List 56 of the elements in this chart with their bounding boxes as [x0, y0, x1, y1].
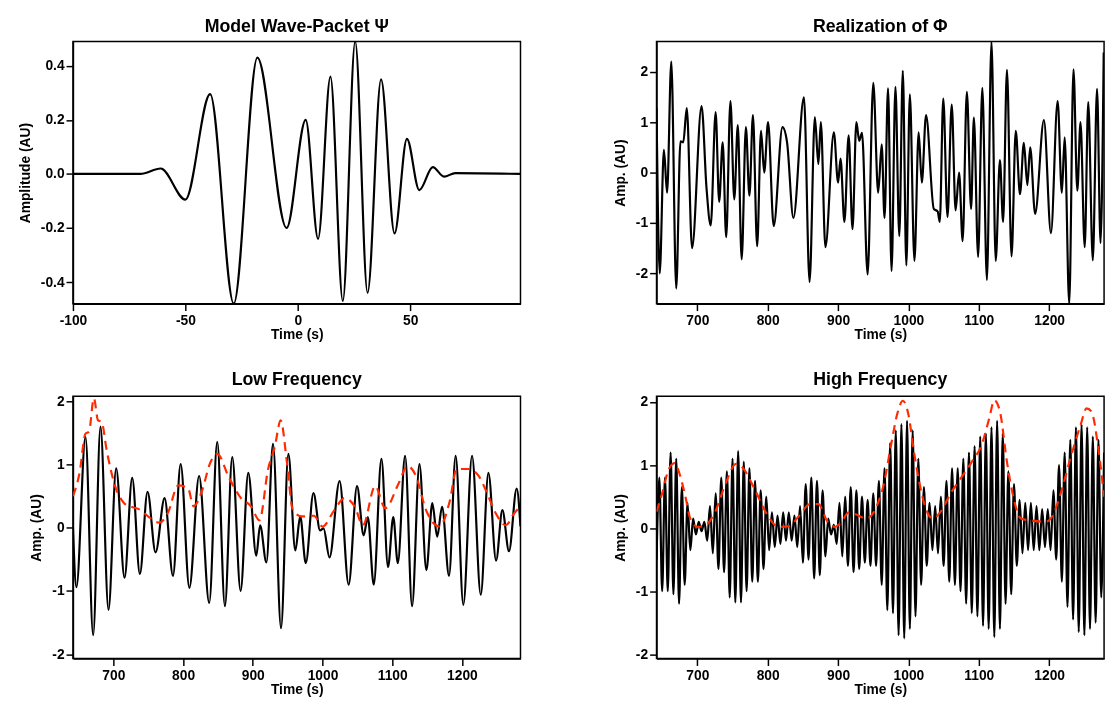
- x-tick-label: 700: [686, 312, 710, 328]
- y-tick-label: -2: [635, 646, 649, 662]
- x-tick-label: 800: [756, 312, 781, 328]
- x-tick-label: 1200: [447, 667, 479, 683]
- x-tick-label: 1100: [964, 667, 995, 683]
- x-tick-label: 800: [756, 667, 781, 683]
- y-tick-label: 0.2: [45, 112, 65, 128]
- y-tick-label: 0: [56, 520, 65, 536]
- x-tick-label: 800: [172, 667, 196, 683]
- y-tick-label: 0.4: [45, 58, 65, 74]
- x-tick-label: 1000: [307, 667, 339, 683]
- x-tick-label: -100: [59, 312, 88, 328]
- y-axis-title: Amplitude (AU): [17, 122, 33, 224]
- x-tick-label: 900: [241, 667, 266, 683]
- y-axis-title: Amp. (AU): [29, 494, 45, 562]
- chart-title: High Frequency: [813, 369, 948, 390]
- x-axis-title: Time (s): [854, 681, 908, 697]
- x-tick-label: 700: [102, 667, 126, 683]
- x-axis-title: Time (s): [854, 326, 908, 342]
- y-tick-label: 0: [640, 520, 649, 536]
- x-tick-label: 700: [686, 667, 710, 683]
- y-tick-label: 0.0: [45, 166, 65, 182]
- y-axis-title: Amp. (AU): [613, 494, 629, 562]
- y-tick-label: -2: [635, 265, 649, 281]
- y-tick-label: 1: [56, 457, 65, 473]
- y-tick-label: -0.4: [40, 274, 65, 290]
- x-axis-title: Time (s): [270, 681, 324, 697]
- x-tick-label: 50: [403, 312, 419, 328]
- x-tick-label: 0: [294, 312, 303, 328]
- x-tick-label: -50: [175, 312, 197, 328]
- x-tick-label: 900: [827, 312, 851, 328]
- y-tick-label: 2: [640, 64, 649, 80]
- y-tick-label: -2: [52, 646, 65, 662]
- y-tick-label: -1: [635, 215, 649, 231]
- y-tick-label: -1: [635, 583, 649, 599]
- chart-title: Realization of Φ: [812, 15, 949, 36]
- x-tick-label: 1100: [964, 312, 995, 328]
- y-tick-label: 1: [640, 457, 649, 473]
- x-tick-label: 900: [827, 667, 851, 683]
- x-axis-title: Time (s): [270, 326, 324, 342]
- x-tick-label: 1000: [893, 667, 925, 683]
- y-tick-label: 0: [640, 165, 649, 181]
- y-axis-title: Amp. (AU): [613, 139, 629, 207]
- y-tick-label: 2: [640, 394, 649, 410]
- x-tick-label: 1200: [1034, 312, 1066, 328]
- chart-title: Model Wave-Packet Ψ: [204, 15, 389, 36]
- x-tick-label: 1000: [893, 312, 925, 328]
- x-tick-label: 1100: [377, 667, 409, 683]
- line-series: [72, 397, 521, 528]
- y-tick-label: 2: [56, 393, 65, 409]
- y-tick-label: 1: [640, 114, 649, 130]
- x-tick-label: 1200: [1034, 667, 1066, 683]
- y-tick-label: -1: [52, 583, 65, 599]
- y-tick-label: -0.2: [40, 220, 65, 236]
- chart-title: Low Frequency: [231, 368, 362, 389]
- line-series: [656, 399, 1105, 528]
